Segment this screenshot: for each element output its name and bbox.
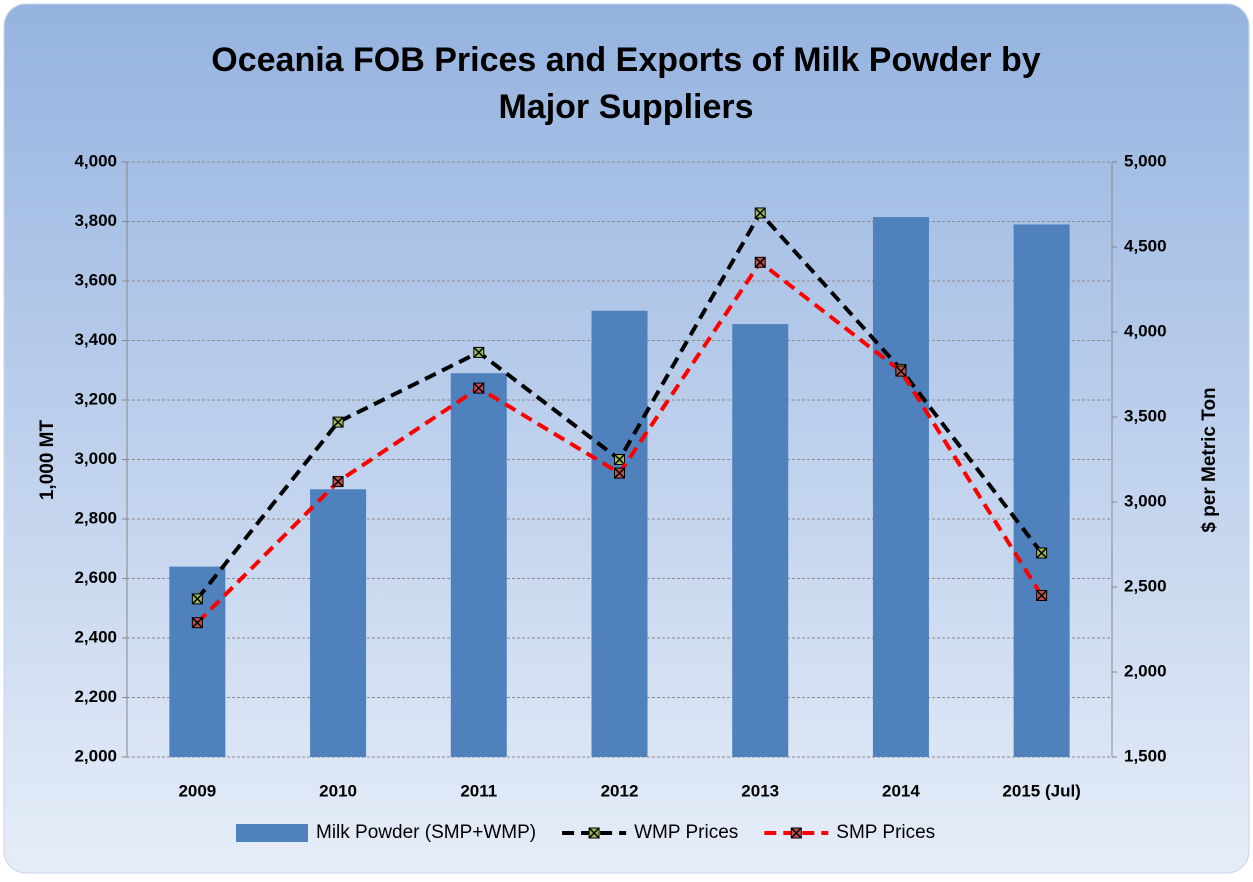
- bar: [732, 324, 789, 757]
- bar: [872, 217, 929, 758]
- line-marker: [1036, 589, 1048, 602]
- x-tick-label: 2011: [460, 781, 497, 800]
- line-marker: [1036, 547, 1048, 559]
- y-tick-label: 3,800: [74, 211, 117, 230]
- marker-cross: [790, 827, 802, 839]
- legend-marker: [790, 827, 802, 839]
- y-tick-label: 3,200: [74, 389, 117, 408]
- line-marker: [754, 207, 766, 219]
- y-tick-label: 3,600: [74, 270, 117, 289]
- x-tick-label: 2010: [319, 781, 357, 800]
- y2-tick-label: 3,000: [1124, 491, 1167, 510]
- y2-tick-label: 1,500: [1124, 746, 1167, 765]
- marker-cross: [1036, 547, 1048, 559]
- line-marker: [754, 256, 766, 268]
- y-tick-label: 2,200: [74, 687, 117, 706]
- marker-cross: [754, 256, 766, 268]
- y-tick-label: 2,800: [74, 508, 117, 527]
- y2-axis-label: $ per Metric Ton: [1199, 387, 1220, 532]
- marker-cross: [1036, 589, 1048, 602]
- y2-tick-label: 4,500: [1124, 236, 1167, 255]
- legend-label: SMP Prices: [836, 822, 935, 843]
- y-tick-label: 2,600: [74, 568, 117, 587]
- x-tick-label: 2009: [178, 781, 216, 800]
- y-tick-label: 3,000: [74, 449, 117, 468]
- marker-cross: [754, 207, 766, 219]
- line-marker: [332, 476, 344, 488]
- legend-label: WMP Prices: [634, 822, 738, 843]
- y-tick-label: 4,000: [74, 151, 117, 170]
- x-tick-label: 2014: [882, 781, 920, 800]
- legend-label: Milk Powder (SMP+WMP): [316, 822, 536, 843]
- marker-cross: [588, 827, 600, 839]
- y-axis-label: 1,000 MT: [37, 419, 58, 500]
- marker-cross: [332, 416, 344, 428]
- marker-cross: [332, 476, 344, 488]
- y-tick-label: 2,400: [74, 627, 117, 646]
- y2-tick-label: 4,000: [1124, 321, 1167, 340]
- line-marker: [473, 346, 485, 358]
- y2-tick-label: 5,000: [1124, 151, 1167, 170]
- y2-tick-label: 2,000: [1124, 661, 1167, 680]
- x-tick-label: 2013: [741, 781, 779, 800]
- marker-cross: [613, 453, 626, 466]
- y2-tick-label: 2,500: [1124, 576, 1167, 595]
- chart-title-text: Oceania FOB Prices and Exports of Milk P…: [211, 41, 1041, 126]
- line-marker: [332, 416, 344, 428]
- bar: [1013, 224, 1070, 758]
- x-tick-label: 2015 (Jul): [1002, 781, 1080, 800]
- bar: [310, 489, 367, 757]
- line-marker: [895, 365, 907, 377]
- x-tick-label: 2012: [601, 781, 639, 800]
- y-tick-label: 3,400: [74, 330, 117, 349]
- line-marker: [613, 467, 626, 479]
- chart-title: Oceania FOB Prices and Exports of Milk P…: [211, 41, 1041, 126]
- line-marker: [473, 382, 485, 394]
- marker-cross: [895, 365, 907, 377]
- marker-cross: [473, 382, 485, 394]
- marker-cross: [613, 467, 626, 479]
- line-marker: [191, 593, 203, 605]
- legend-swatch: [236, 824, 308, 842]
- y2-tick-label: 3,500: [1124, 406, 1167, 425]
- marker-cross: [191, 617, 203, 629]
- marker-cross: [473, 346, 485, 358]
- line-marker: [613, 453, 626, 466]
- bar: [450, 373, 507, 757]
- y-tick-label: 2,000: [74, 746, 117, 765]
- bar: [591, 310, 648, 757]
- line-marker: [191, 617, 203, 629]
- legend-marker: [588, 827, 600, 839]
- marker-cross: [191, 593, 203, 605]
